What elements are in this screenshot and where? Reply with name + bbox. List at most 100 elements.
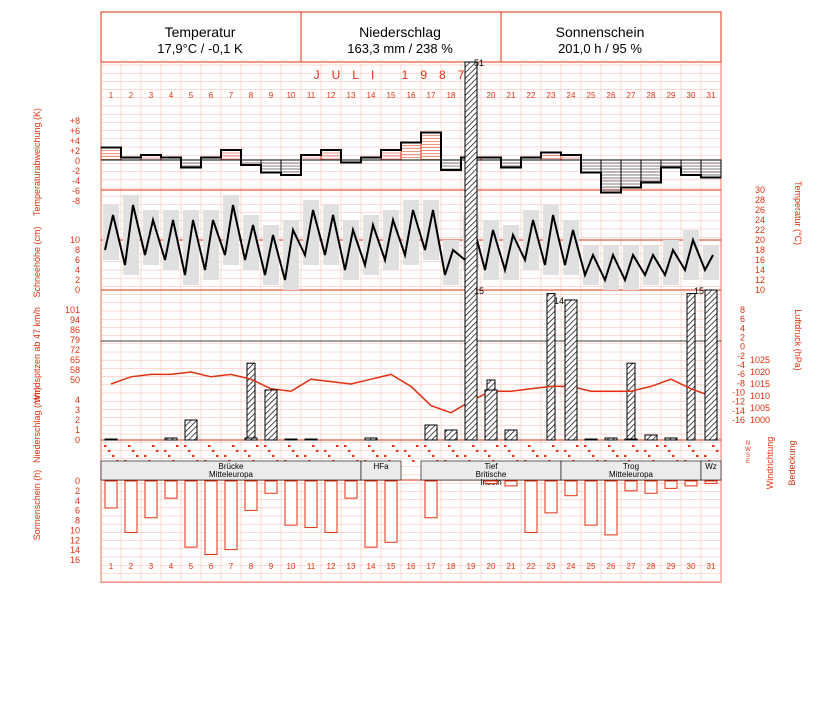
temperature-axis-label: Temperatur (°C) — [793, 181, 803, 245]
wind-dir-mark — [184, 445, 187, 447]
axis-labels: Temperaturabweichung (K) Schneehöhe (cm)… — [32, 108, 803, 540]
temp-range-band — [623, 245, 639, 290]
anomaly-tick: -4 — [72, 176, 80, 186]
wind-dir-mark — [272, 455, 275, 457]
wind-dir-mark — [648, 455, 651, 457]
precip-tick: 4 — [75, 395, 80, 405]
pressure-left-tick: -16 — [732, 415, 745, 425]
wind-dir-mark — [136, 455, 139, 457]
day-label: 21 — [507, 562, 516, 571]
sunshine-bar — [484, 480, 498, 484]
wind-dir-mark — [288, 445, 291, 447]
wind-dir-mark — [168, 455, 171, 457]
month-label: JULI 1987 — [314, 68, 477, 82]
wind-dir-mark — [496, 445, 499, 447]
temperature-tick: 26 — [755, 205, 765, 215]
snow-tick: 8 — [75, 245, 80, 255]
day-label: 14 — [367, 562, 376, 571]
wind-dir-mark — [236, 450, 239, 452]
day-label: 15 — [387, 562, 396, 571]
wind-dir-mark — [316, 450, 319, 452]
day-label: 27 — [627, 91, 636, 100]
weather-type-label: Trog — [623, 462, 639, 471]
wind-dir-mark — [152, 445, 155, 447]
day-label: 24 — [567, 91, 576, 100]
pressure-left-tick: 4 — [740, 323, 745, 333]
snow-tick: 2 — [75, 275, 80, 285]
temperature-tick: 16 — [755, 255, 765, 265]
day-label: 10 — [287, 562, 296, 571]
wind-dir-mark — [292, 450, 295, 452]
precip-bar — [504, 429, 518, 441]
wind-tick: 50 — [70, 375, 80, 385]
snow-tick: 0 — [75, 285, 80, 295]
precip-bar — [424, 424, 438, 441]
wind-dir-mark — [668, 450, 671, 452]
sunshine-bar — [164, 480, 178, 499]
wind-dir-mark — [608, 445, 611, 447]
precip-bar — [704, 289, 718, 441]
sunshine-tick: 14 — [70, 545, 80, 555]
sunshine-bar — [324, 480, 338, 533]
temp-range-band — [663, 240, 679, 285]
weather-type-band: BrückeMitteleuropaHFaTiefBritischeInseln… — [100, 460, 722, 487]
temperature-tick: 22 — [755, 225, 765, 235]
wind-dir-mark — [312, 445, 315, 447]
wind-dir-mark — [264, 445, 267, 447]
precip-peak-label: 51 — [474, 58, 484, 68]
wind-dir-mark — [696, 455, 699, 457]
temperature-series — [103, 195, 719, 290]
pressure-axis-label: Luftdruck (hPa) — [793, 309, 803, 371]
anomaly-bar — [540, 152, 562, 161]
pressure-left-tick: -2 — [737, 351, 745, 361]
wind-dir-mark — [576, 445, 579, 447]
anomaly-tick: -2 — [72, 166, 80, 176]
precip-bar — [464, 61, 478, 441]
day-labels-top: 1234567891011121314151617181920212223242… — [109, 91, 716, 100]
wind-dir-mark — [208, 445, 211, 447]
wind-dir-mark — [688, 445, 691, 447]
pressure-series — [110, 371, 712, 414]
header-frame — [100, 11, 722, 63]
day-label: 4 — [169, 562, 174, 571]
pressure-right-tick: 1015 — [750, 379, 770, 389]
day-label: 13 — [347, 562, 356, 571]
wind-label: 14 — [554, 296, 564, 306]
wind-dir-mark — [712, 445, 715, 447]
sunshine-bar — [684, 480, 698, 487]
wind-dir-mark — [404, 450, 407, 452]
day-label: 7 — [229, 91, 234, 100]
day-label: 17 — [427, 91, 436, 100]
pressure-left-tick: -14 — [732, 406, 745, 416]
wind-gust-bar — [546, 293, 556, 441]
weather-type-box — [360, 460, 402, 481]
temperature-tick: 24 — [755, 215, 765, 225]
sunshine-bar — [104, 480, 118, 509]
snow-tick: 4 — [75, 265, 80, 275]
precip-tick: 2 — [75, 415, 80, 425]
wind-dir-tick: N — [746, 441, 750, 447]
temp-range-band — [143, 210, 159, 265]
header-boxes: Temperatur 17,9°C / -0,1 K Niederschlag … — [157, 24, 644, 56]
day-label: 20 — [487, 562, 496, 571]
anomaly-bar — [420, 132, 442, 161]
day-label: 7 — [229, 562, 234, 571]
wind-dir-mark — [464, 455, 467, 457]
wind-dir-mark — [692, 450, 695, 452]
precip-value: 163,3 mm / 238 % — [347, 41, 453, 56]
sunshine-bar — [184, 480, 198, 548]
wind-dir-mark — [636, 450, 639, 452]
sunshine-bar — [584, 480, 598, 526]
pressure-left-tick: 2 — [740, 333, 745, 343]
day-label: 13 — [347, 91, 356, 100]
precip-bar — [584, 438, 598, 441]
snow-tick: 10 — [70, 235, 80, 245]
wind-dir-mark — [584, 445, 587, 447]
sunshine-bar — [304, 480, 318, 529]
day-label: 27 — [627, 562, 636, 571]
wind-dir-mark — [216, 455, 219, 457]
wind-dir-mark — [644, 450, 647, 452]
sunshine-series — [104, 480, 718, 555]
day-label: 12 — [327, 562, 336, 571]
day-label: 29 — [667, 91, 676, 100]
